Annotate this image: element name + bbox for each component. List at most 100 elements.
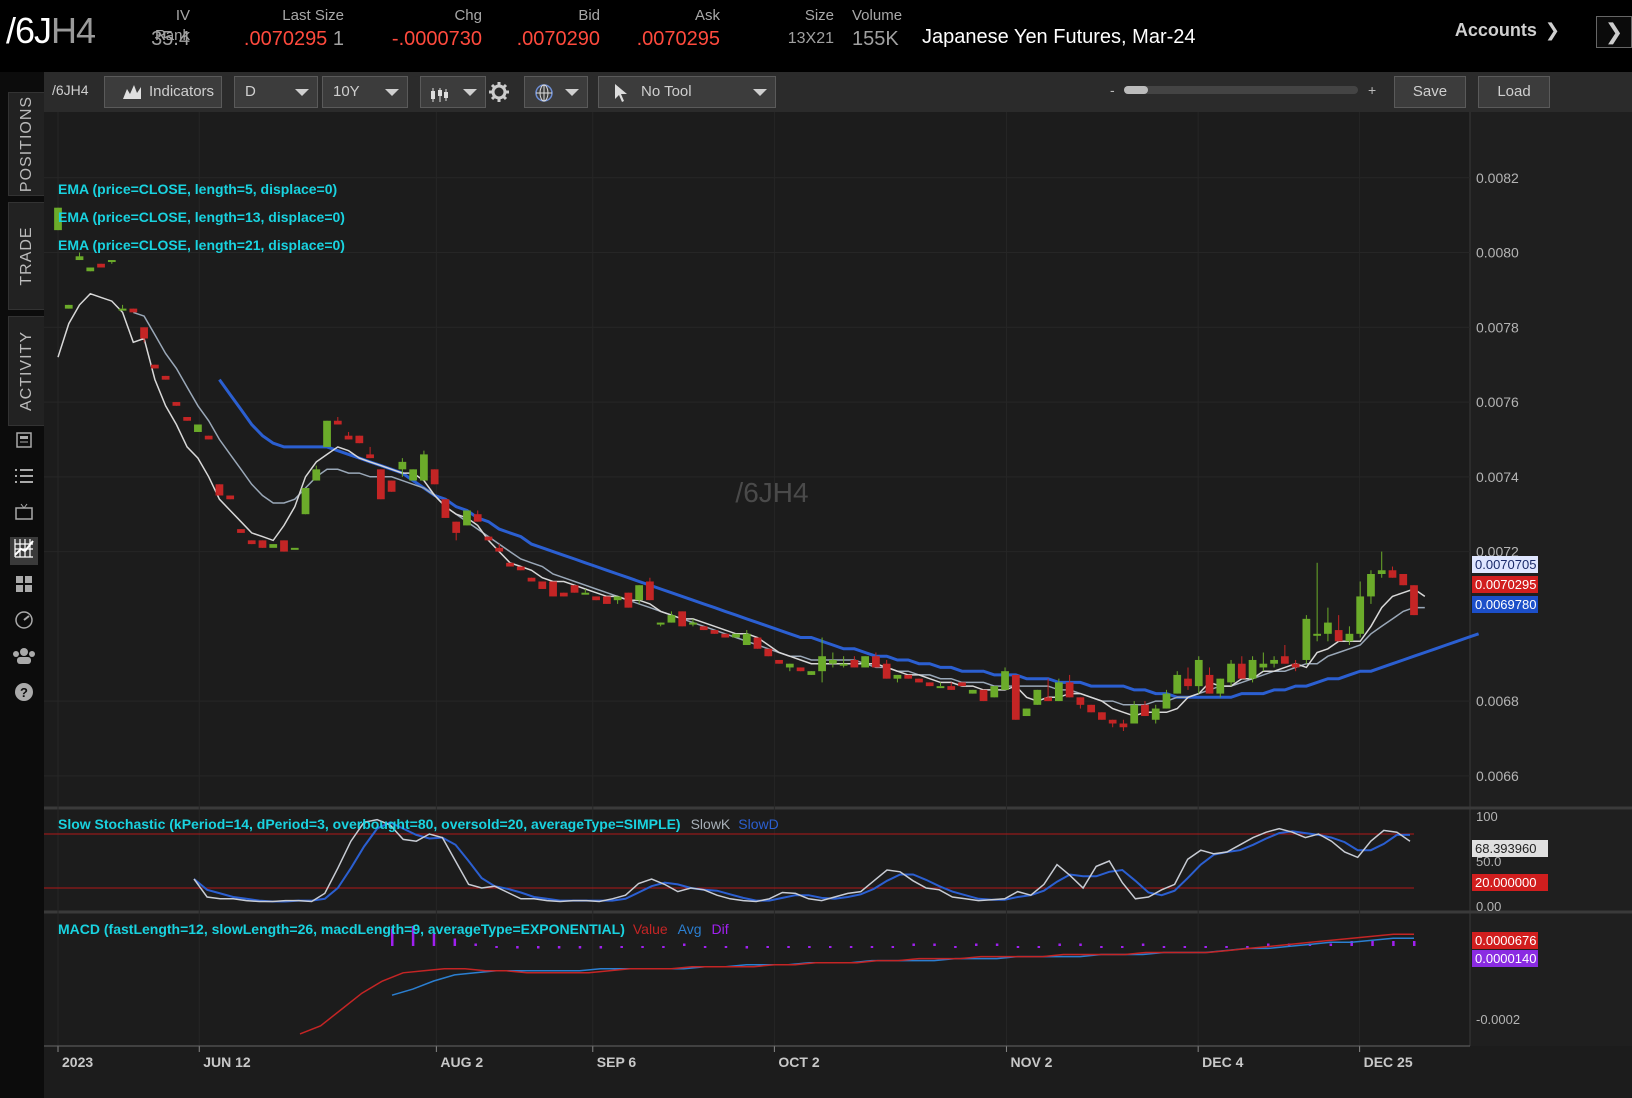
candle[interactable] [258,540,267,548]
candle[interactable] [1367,570,1375,604]
candle[interactable] [1205,667,1214,694]
candle[interactable] [549,581,557,597]
tab-activity[interactable]: ACTIVITY [8,316,44,426]
candle[interactable] [376,469,385,500]
candle[interactable] [1324,607,1332,642]
candle[interactable] [1033,689,1042,705]
candle[interactable] [312,465,321,481]
candle[interactable] [1022,708,1031,717]
stochastic-legend[interactable]: Slow Stochastic (kPeriod=14, dPeriod=3, … [58,816,779,832]
candle[interactable] [1076,697,1085,709]
candle[interactable] [1270,656,1278,668]
candle[interactable] [958,682,966,687]
chart-icon[interactable] [10,537,38,565]
candle[interactable] [516,566,525,571]
candle[interactable] [1259,652,1268,672]
candle[interactable] [1291,659,1300,672]
candle[interactable] [872,652,880,668]
accounts-dropdown[interactable]: Accounts ❯ [1455,20,1560,41]
help-icon[interactable]: ? [10,682,38,710]
candle[interactable] [473,510,482,522]
candle[interactable] [947,682,956,690]
candle[interactable] [721,633,730,638]
people-icon[interactable] [10,646,38,674]
candle[interactable] [150,364,159,369]
candle[interactable] [301,488,310,515]
candle[interactable] [1065,674,1074,698]
aggregation-select[interactable]: D [234,76,318,108]
candle[interactable] [527,577,536,582]
gauge-icon[interactable] [10,610,38,638]
candle[interactable] [54,207,62,231]
candle[interactable] [1388,566,1397,578]
candle[interactable] [559,592,568,597]
candle[interactable] [818,637,826,683]
candle[interactable] [1119,719,1128,731]
candle[interactable] [936,682,945,689]
candle[interactable] [861,656,870,668]
candle[interactable] [140,327,148,343]
indicators-button[interactable]: Indicators [104,76,222,108]
candle[interactable] [1098,712,1106,720]
candle[interactable] [1399,574,1408,586]
candle[interactable] [1141,701,1149,717]
candle[interactable] [237,529,245,533]
candle[interactable] [1280,645,1289,664]
candle[interactable] [1151,704,1160,724]
candle[interactable] [925,682,934,687]
candle[interactable] [850,656,859,668]
candle[interactable] [678,611,687,627]
candle[interactable] [1248,656,1257,683]
load-button[interactable]: Load [1478,76,1550,108]
tv-icon[interactable] [10,502,38,530]
candle[interactable] [215,484,224,496]
zoom-slider[interactable] [1124,86,1358,94]
candle[interactable] [785,663,794,672]
gear-icon[interactable] [488,81,510,108]
ema21-legend[interactable]: EMA (price=CLOSE, length=21, displace=0) [58,237,345,253]
candle[interactable] [129,308,138,313]
candle[interactable] [904,674,913,679]
candle[interactable] [194,424,202,432]
candle[interactable] [430,469,439,485]
candle[interactable] [635,585,644,604]
candle[interactable] [990,686,999,698]
candle[interactable] [807,671,816,675]
candle[interactable] [1237,656,1246,679]
candle[interactable] [387,480,396,492]
candle[interactable] [495,544,504,552]
candle[interactable] [592,596,600,601]
candle[interactable] [420,450,428,481]
candle[interactable] [355,435,364,444]
candle[interactable] [366,446,374,459]
candle[interactable] [1334,615,1343,642]
candle[interactable] [226,495,235,500]
tab-positions[interactable]: POSITIONS [8,92,44,196]
macd-legend[interactable]: MACD (fastLength=12, slowLength=26, macd… [58,921,729,937]
drawing-sets-button[interactable] [524,76,588,108]
price-chart[interactable]: /6JH4 0.0082 0.0080 0.0078 0.0076 0.0074 0.00… [44,112,1632,1072]
candle[interactable] [1130,701,1139,724]
macd-pane[interactable] [44,914,1470,1046]
candle[interactable] [538,581,547,589]
candle[interactable] [118,304,127,311]
candle[interactable] [1302,615,1311,664]
candle[interactable] [161,375,170,380]
candle[interactable] [463,510,471,526]
candle[interactable] [75,252,84,261]
candle[interactable] [602,596,611,604]
candle[interactable] [689,618,697,627]
tab-trade[interactable]: TRADE [8,202,44,310]
candle[interactable] [1001,667,1009,690]
candle[interactable] [323,420,331,447]
candle[interactable] [290,547,299,550]
candle[interactable] [893,674,902,683]
candle[interactable] [1184,667,1192,690]
candle[interactable] [915,678,923,683]
candle[interactable] [742,630,751,646]
candle[interactable] [882,659,891,679]
candle[interactable] [710,630,719,634]
symbol-display[interactable]: /6JH4 [6,10,96,52]
candle[interactable] [64,304,73,309]
chart-style-button[interactable] [420,76,486,108]
